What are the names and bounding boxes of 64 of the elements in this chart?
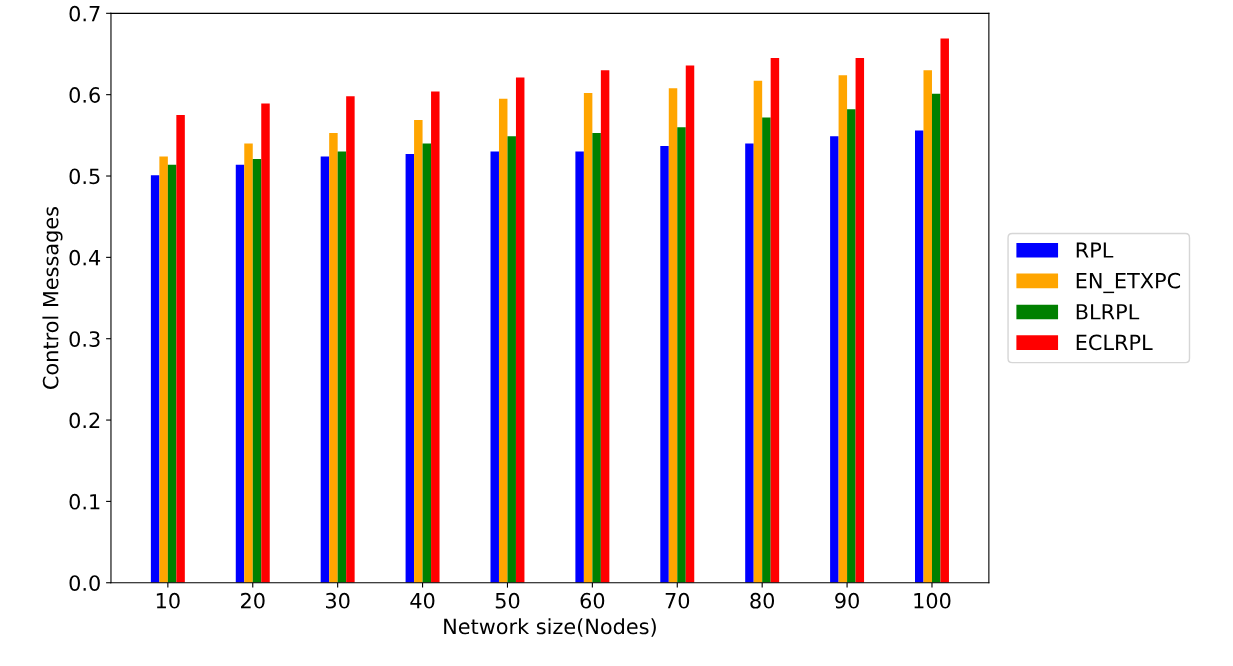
bar (923, 70, 932, 583)
bar (660, 145, 669, 583)
bar (677, 127, 686, 583)
bar (592, 132, 601, 583)
bar (830, 136, 839, 583)
y-tick-label: 0.2 (69, 412, 100, 429)
y-tick-label: 0.3 (69, 331, 100, 347)
bar (745, 143, 754, 583)
bar (838, 75, 848, 583)
legend-label: RPL (1076, 242, 1114, 258)
x-tick-label: 10 (156, 592, 180, 609)
bar (235, 164, 245, 583)
bar (915, 130, 924, 583)
bar (405, 154, 415, 583)
y-tick-label: 0.6 (69, 87, 100, 103)
x-tick-label: 100 (914, 592, 951, 609)
bar (847, 109, 856, 583)
y-tick-label: 0.7 (69, 5, 100, 22)
bar (762, 117, 771, 583)
y-axis-title: Control Messages (42, 207, 63, 389)
bar (167, 164, 177, 583)
bar (159, 156, 168, 583)
bar (770, 58, 780, 583)
x-tick-label: 50 (495, 592, 520, 609)
bar (320, 156, 330, 583)
legend-label: ECLRPL (1076, 334, 1153, 351)
bar (931, 93, 941, 583)
bar (515, 77, 525, 583)
y-tick-label: 0.1 (69, 493, 100, 510)
bar (685, 65, 695, 583)
bar (422, 143, 432, 583)
legend-label: BLRPL (1076, 304, 1140, 320)
x-tick-label: 80 (750, 592, 775, 609)
bar (575, 151, 584, 583)
bar (337, 151, 347, 583)
bar (583, 93, 593, 583)
x-tick-label: 70 (665, 592, 690, 609)
x-axis-title: Network size(Nodes) (444, 618, 656, 637)
bar (507, 136, 516, 583)
bar (346, 96, 355, 583)
bar (668, 88, 678, 583)
legend-label: EN_ETXPC (1076, 272, 1181, 294)
bar (150, 175, 160, 583)
x-tick-label: 20 (241, 592, 265, 609)
bar (414, 119, 423, 583)
x-tick-label: 40 (410, 592, 435, 609)
bar (498, 98, 508, 583)
bar (176, 115, 185, 583)
y-tick-label: 0.4 (69, 249, 101, 266)
bar (855, 58, 865, 583)
bar (600, 70, 610, 583)
bar (940, 38, 949, 583)
bar (252, 158, 262, 583)
x-tick-label: 60 (580, 592, 605, 609)
y-tick-label: 0.0 (69, 575, 100, 591)
bar (329, 132, 338, 583)
x-tick-label: 30 (325, 592, 350, 609)
bar (261, 103, 270, 583)
bar (244, 143, 253, 583)
bar (431, 91, 440, 583)
bar (490, 151, 499, 583)
y-tick-label: 0.5 (69, 168, 100, 185)
bar (753, 80, 763, 583)
x-tick-label: 90 (835, 592, 859, 609)
